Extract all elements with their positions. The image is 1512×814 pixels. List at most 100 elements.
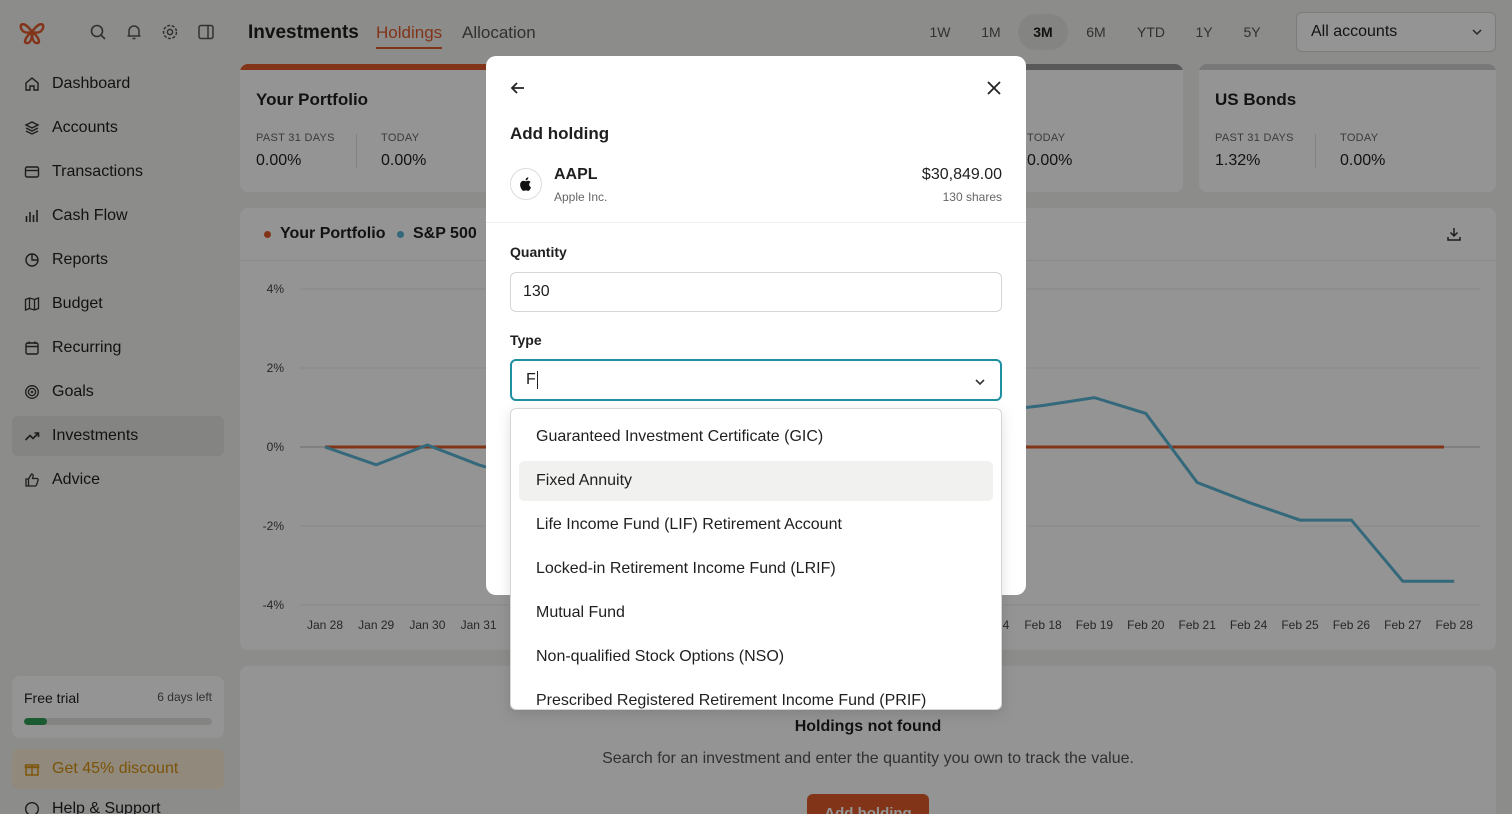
range-ytd[interactable]: YTD: [1137, 24, 1165, 40]
holding-value: $30,849.00: [921, 166, 1002, 183]
back-arrow-icon[interactable]: [508, 78, 528, 98]
credit-card-icon: [24, 166, 40, 178]
sidebar-item-transactions[interactable]: Transactions: [12, 152, 224, 192]
type-query: F: [526, 371, 536, 388]
modal-title: Add holding: [510, 124, 610, 143]
stat-value: 0.00%: [1027, 152, 1073, 169]
sidebar-item-recurring[interactable]: Recurring: [12, 328, 224, 368]
tab-holdings[interactable]: Holdings: [376, 23, 443, 49]
discount-button[interactable]: Get 45% discount: [12, 749, 224, 789]
range-3m[interactable]: 3M: [1018, 14, 1068, 50]
type-combobox[interactable]: F: [510, 359, 1002, 401]
series-sp500-line-right: [1025, 396, 1455, 583]
legend-sp500[interactable]: S&P 500: [397, 225, 477, 243]
thumbs-up-icon: [25, 473, 39, 487]
sidebar-item-label: Cash Flow: [52, 207, 128, 224]
range-6m[interactable]: 6M: [1086, 24, 1106, 40]
quantity-input[interactable]: 130: [510, 272, 1002, 312]
stat-label: TODAY: [1027, 132, 1066, 144]
x-tick-label: Jan 31: [461, 618, 497, 632]
gear-icon[interactable]: [161, 23, 179, 41]
x-tick-label: Feb 26: [1333, 618, 1371, 632]
range-5y[interactable]: 5Y: [1243, 24, 1261, 40]
help-support-link[interactable]: Help & Support: [24, 800, 161, 814]
accounts-select[interactable]: All accounts: [1296, 12, 1496, 52]
sidebar-item-label: Advice: [52, 471, 101, 488]
holding-company: Apple Inc.: [554, 190, 608, 204]
target-icon: [25, 385, 39, 399]
stat-label: PAST 31 DAYS: [1215, 132, 1294, 144]
sidebar-item-label: Investments: [52, 427, 139, 444]
card-accent: [1199, 64, 1496, 70]
range-1w[interactable]: 1W: [929, 24, 951, 40]
card-title: Your Portfolio: [256, 90, 369, 109]
free-trial-panel: Free trial 6 days left: [12, 676, 224, 738]
add-holding-button[interactable]: Add holding: [807, 794, 929, 814]
x-tick-label: 4: [1003, 618, 1010, 632]
trial-label: Free trial: [24, 690, 80, 706]
home-icon: [25, 77, 39, 91]
sidebar-item-advice[interactable]: Advice: [12, 460, 224, 500]
x-tick-label: Jan 30: [409, 618, 445, 632]
gift-icon: [24, 764, 40, 776]
y-tick-label: -2%: [263, 519, 285, 533]
card-accent: [1000, 64, 1183, 70]
market-card[interactable]: TODAY 0.00%: [1000, 64, 1183, 192]
stat-past: PAST 31 DAYS 0.00%: [256, 132, 335, 170]
sidebar-item-reports[interactable]: Reports: [12, 240, 224, 280]
trending-up-icon: [24, 432, 40, 441]
stat-value: 0.00%: [1340, 152, 1386, 169]
tab-allocation[interactable]: Allocation: [462, 23, 536, 42]
range-1y[interactable]: 1Y: [1195, 24, 1213, 40]
type-option[interactable]: Guaranteed Investment Certificate (GIC): [536, 428, 824, 445]
range-1m[interactable]: 1M: [981, 24, 1001, 40]
stat-label: PAST 31 DAYS: [256, 132, 335, 144]
stat-today: TODAY 0.00%: [381, 132, 426, 170]
stat-today: TODAY 0.00%: [1340, 132, 1385, 170]
type-option[interactable]: Mutual Fund: [536, 604, 625, 621]
type-options-list: Guaranteed Investment Certificate (GIC) …: [510, 408, 1002, 710]
x-tick-label: Feb 21: [1179, 618, 1217, 632]
sidebar-item-cash-flow[interactable]: Cash Flow: [12, 196, 224, 236]
sidebar-item-budget[interactable]: Budget: [12, 284, 224, 324]
sidebar-item-dashboard[interactable]: Dashboard: [12, 64, 224, 104]
sidebar-item-goals[interactable]: Goals: [12, 372, 224, 412]
us-bonds-card[interactable]: US Bonds PAST 31 DAYS 1.32% TODAY 0.00%: [1199, 64, 1496, 192]
sidebar-item-accounts[interactable]: Accounts: [12, 108, 224, 148]
sidebar-toggle-icon[interactable]: [197, 23, 215, 41]
divider: [1315, 134, 1316, 168]
bell-icon[interactable]: [125, 23, 143, 41]
modal-divider: [486, 222, 1026, 223]
empty-subtitle: Search for an investment and enter the q…: [602, 750, 1134, 767]
chevron-down-icon: [1472, 29, 1482, 36]
holding-shares: 130 shares: [942, 190, 1002, 204]
x-tick-label: Jan 29: [358, 618, 394, 632]
app-logo-icon[interactable]: [18, 18, 46, 46]
type-option[interactable]: Locked-in Retirement Income Fund (LRIF): [536, 560, 836, 577]
selected-holding: AAPL Apple Inc. $30,849.00 130 shares: [510, 166, 1002, 206]
sidebar-item-investments[interactable]: Investments: [12, 416, 224, 456]
x-tick-label: Jan 28: [307, 618, 343, 632]
portfolio-card[interactable]: Your Portfolio PAST 31 DAYS 0.00% TODAY …: [240, 64, 526, 192]
chevron-down-icon[interactable]: [974, 376, 986, 388]
divider: [356, 134, 357, 168]
close-icon[interactable]: [984, 78, 1004, 98]
y-tick-label: 0%: [267, 440, 285, 454]
layers-icon: [24, 121, 40, 135]
trial-progress-fill: [24, 718, 47, 725]
card-accent: [240, 64, 526, 70]
x-tick-label: Feb 28: [1436, 618, 1474, 632]
pie-chart-icon: [25, 253, 39, 267]
x-tick-label: Feb 25: [1281, 618, 1319, 632]
type-option[interactable]: Life Income Fund (LIF) Retirement Accoun…: [536, 516, 842, 533]
legend-portfolio[interactable]: Your Portfolio: [264, 225, 385, 243]
type-option[interactable]: Non-qualified Stock Options (NSO): [536, 648, 785, 665]
download-icon[interactable]: [1446, 226, 1462, 242]
help-label: Help & Support: [52, 800, 161, 814]
search-icon[interactable]: [89, 23, 107, 41]
type-option[interactable]: Fixed Annuity: [519, 461, 993, 501]
legend-label: Your Portfolio: [280, 225, 386, 242]
stat-value: 0.00%: [381, 152, 427, 169]
type-option[interactable]: Prescribed Registered Retirement Income …: [536, 692, 927, 709]
sidebar-item-label: Recurring: [52, 339, 122, 356]
